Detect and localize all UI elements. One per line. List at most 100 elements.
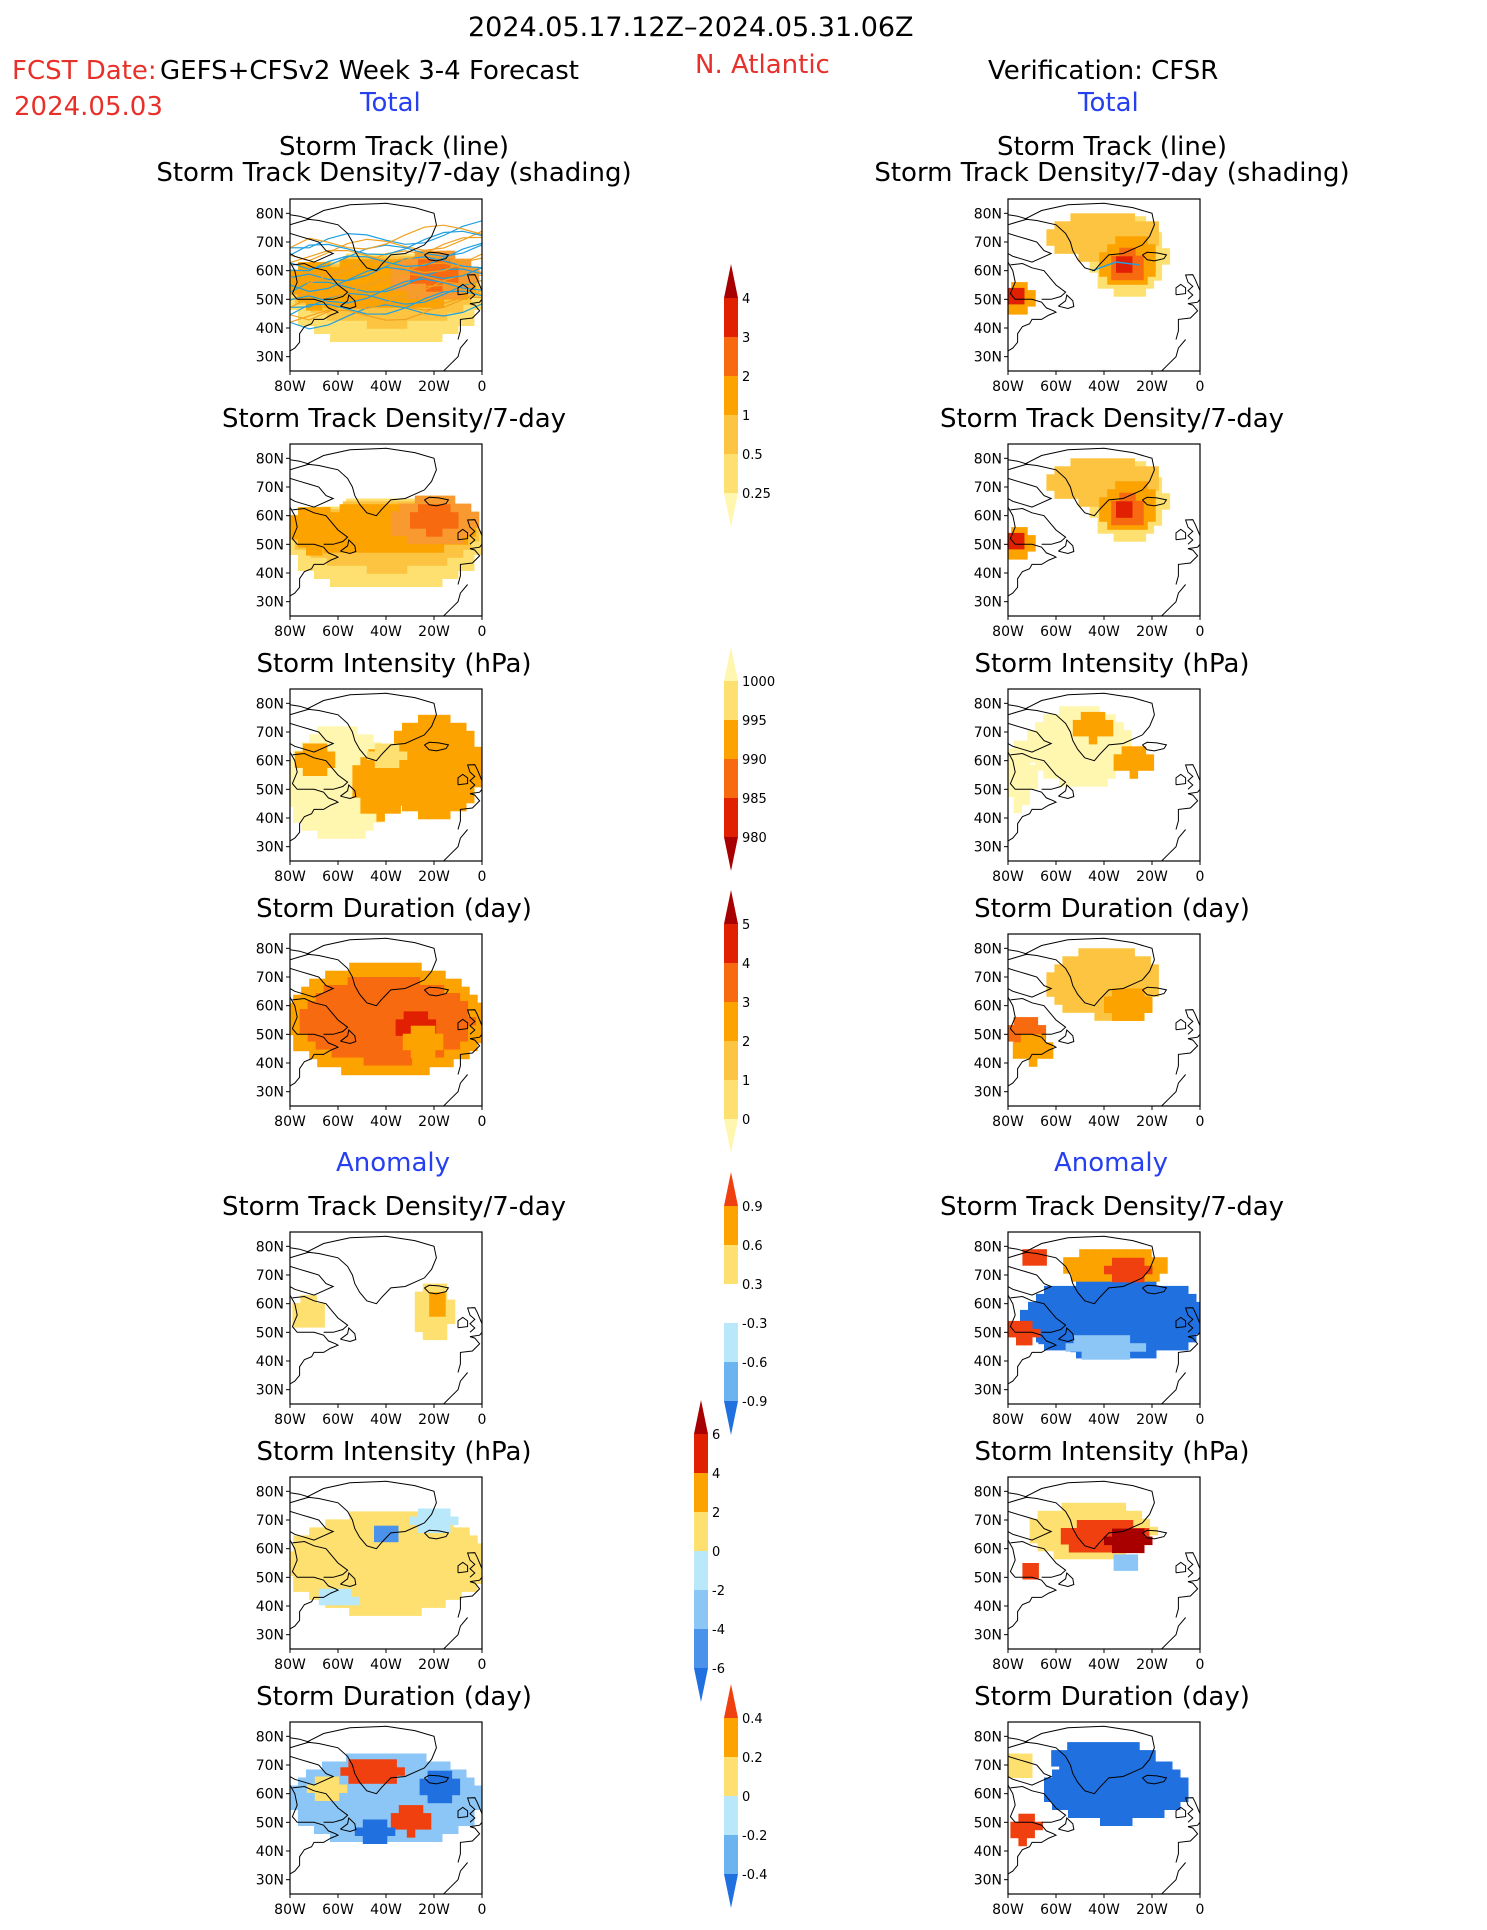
shade-cell [1131,481,1140,490]
shade-cell [1045,1518,1055,1528]
shade-cell [325,1535,334,1544]
shade-cell [442,504,451,513]
shade-cell [1129,1562,1139,1571]
shade-cell [306,562,315,571]
shade-cell [302,751,312,760]
shade-cell [290,538,299,547]
shade-cell [379,544,389,553]
shade-cell [1147,268,1156,277]
shade-cell [363,299,373,308]
shade-cell [438,312,448,321]
shade-cell [402,333,411,342]
shade-cell [1037,1518,1047,1528]
shade-cell [1123,1750,1132,1759]
coastline [424,986,450,997]
shade-cell [1035,762,1044,771]
shade-cell [1052,1801,1061,1810]
shade-cell [1083,746,1092,755]
colorbar-tick-label: 2 [712,1506,720,1521]
lat-tick-label: 40N [256,566,284,582]
shade-cell [318,1588,328,1598]
lon-tick-label: 80W [992,624,1024,640]
shade-cell [1113,288,1123,297]
shade-cell [397,1575,406,1584]
shade-cell [338,1817,347,1826]
shade-cell [1104,996,1113,1005]
shade-cell [1132,1777,1141,1786]
shade-cell [1091,778,1100,787]
shade-cell [1131,236,1140,245]
shade-cell [355,1041,365,1050]
shade-cell [422,1307,432,1317]
shade-cell [1161,501,1171,510]
shade-cell [309,814,318,823]
shade-cell [1070,964,1079,973]
shade-cell [427,1786,437,1796]
shade-cell [354,570,363,579]
shade-cell [1139,481,1148,490]
shade-cell [371,536,381,545]
shade-cell [1134,1327,1143,1337]
shade-cell [387,1009,397,1018]
shade-cell [1065,1343,1075,1352]
shade-cell [1024,1769,1033,1778]
shade-cell [1078,1311,1087,1321]
shade-cell [1102,458,1111,467]
shade-cell [1067,1750,1076,1759]
shade-cell [1099,260,1108,269]
shade-cell [1075,778,1084,787]
shade-cell [1087,1265,1096,1274]
coastline [1008,506,1058,597]
shade-cell [341,1519,350,1528]
shade-cell [1137,533,1147,542]
shade-cell [301,782,310,791]
coastline [1008,949,1029,961]
shade-cell [450,730,459,740]
shade-cell [331,1001,341,1010]
shade-cell [434,786,443,796]
shade-cell [360,765,369,774]
shade-cell [1054,466,1063,475]
shade-cell [306,554,315,563]
shade-cell [325,726,334,735]
shade-cell [1081,1343,1091,1352]
shade-cell [341,790,350,799]
shade-cell [442,317,451,326]
shade-cell [1068,1528,1078,1537]
shade-cell [410,1753,419,1762]
shade-cell [1094,1303,1103,1313]
shade-cell [338,1784,348,1793]
shade-cell [306,1777,315,1786]
shade-cell [318,1596,328,1606]
shade-cell [1029,780,1039,790]
shade-cell [342,1596,352,1606]
shade-cell [1085,1502,1095,1512]
shade-cell [458,309,467,318]
shade-cell [293,806,302,815]
shade-cell [366,304,376,313]
title-duration-anom-obs: Storm Duration (day) [974,1682,1250,1712]
shade-cell [382,304,392,313]
shade-cell [469,1543,478,1552]
shade-cell [1078,213,1087,222]
lon-tick-label: 0 [478,1114,487,1130]
coastline [1184,274,1200,300]
shade-cell [1081,1351,1091,1360]
shade-cell [363,275,373,284]
shade-cell [429,1599,438,1608]
shade-cell [331,536,341,545]
shade-cell [346,1785,355,1794]
shade-cell [1046,980,1055,989]
shade-cell [451,993,461,1002]
coastline [1008,214,1029,226]
shade-cell [405,1567,414,1576]
shade-cell [403,993,413,1002]
shade-cell [1172,1301,1181,1311]
shade-cell [442,1761,451,1770]
shade-cell [442,1817,451,1826]
coastline [340,1817,357,1833]
shade-cell [1180,1285,1189,1295]
shade-cell [315,993,325,1002]
shade-cell [309,790,318,799]
shade-cell [1127,516,1136,526]
